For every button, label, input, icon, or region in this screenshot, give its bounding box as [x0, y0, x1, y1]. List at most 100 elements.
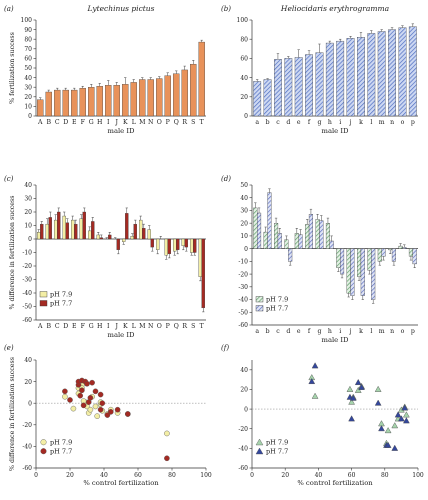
- legend-label: pH 7.9: [50, 439, 72, 447]
- y-tick-label: -20: [238, 271, 248, 278]
- bar: [181, 69, 188, 117]
- legend-label: pH 7.7: [266, 448, 288, 456]
- x-tick-label: G: [89, 119, 94, 126]
- legend-swatch: [39, 291, 48, 298]
- y-tick-label: 60: [240, 56, 248, 63]
- x-tick-label: i: [339, 119, 341, 126]
- bar: [139, 79, 146, 117]
- data-point: [403, 411, 410, 418]
- x-tick-label: C: [55, 323, 60, 330]
- legend-label: pH 7.9: [50, 291, 72, 299]
- y-tick-label: 30: [240, 208, 248, 215]
- bar: [142, 228, 146, 240]
- data-point: [308, 377, 316, 384]
- bar: [329, 240, 334, 249]
- bar: [122, 84, 129, 117]
- x-axis-label: male ID: [108, 331, 136, 339]
- x-tick-label: f: [308, 328, 311, 335]
- x-tick-label: R: [182, 323, 187, 330]
- x-tick-label: I: [107, 323, 110, 330]
- x-tick-label: 0: [34, 472, 38, 479]
- data-point: [87, 394, 94, 401]
- x-tick-label: 80: [381, 472, 389, 479]
- y-tick-label: 20: [24, 94, 32, 101]
- bar: [198, 41, 205, 117]
- x-tick-label: Q: [174, 323, 179, 330]
- y-tick-label: 0: [28, 236, 32, 243]
- x-tick-label: O: [157, 119, 162, 126]
- bar: [82, 211, 86, 240]
- panel-e: (e) -60 -40 -20 0 20 40 % difference in fertili…: [4, 344, 212, 487]
- bar: [340, 248, 345, 275]
- bar: [391, 248, 396, 262]
- y-tick-label: -40: [238, 446, 248, 453]
- bar: [113, 85, 120, 117]
- x-tick-label: d: [286, 328, 290, 335]
- legend-label: pH 7.7: [266, 305, 288, 313]
- bar: [357, 37, 365, 117]
- x-axis-label: male ID: [322, 336, 350, 344]
- bar: [388, 248, 393, 251]
- x-tick-label: B: [46, 119, 51, 126]
- x-tick-label: g: [317, 328, 321, 335]
- x-tick-label: p: [411, 119, 415, 126]
- bar: [173, 73, 180, 117]
- data-point: [114, 406, 121, 413]
- x-tick-label: H: [97, 119, 103, 126]
- y-tick-label: 20: [24, 209, 32, 216]
- bar: [88, 87, 95, 117]
- x-tick-label: 80: [168, 472, 176, 479]
- y-tick-label: 0: [244, 113, 248, 120]
- x-tick-label: L: [132, 119, 136, 126]
- y-tick-label: -20: [238, 426, 248, 433]
- bar: [398, 245, 403, 249]
- x-tick-label: 20: [281, 472, 289, 479]
- data-point: [403, 417, 410, 424]
- bar: [284, 239, 289, 249]
- x-tick-label: a: [255, 119, 259, 126]
- data-point: [311, 362, 319, 369]
- bar: [71, 219, 75, 240]
- bar: [346, 248, 351, 294]
- legend-label: pH 7.7: [50, 300, 72, 308]
- y-tick-label: 40: [240, 195, 248, 202]
- bar: [139, 219, 143, 240]
- x-tick-label: g: [317, 119, 321, 126]
- bar: [315, 52, 324, 117]
- y-tick-label: 40: [240, 75, 248, 82]
- bar: [325, 223, 330, 249]
- bar: [308, 214, 313, 249]
- bar: [350, 248, 355, 296]
- x-tick-label: 60: [348, 472, 356, 479]
- legend-swatch: [40, 448, 47, 455]
- y-tick-label: -20: [22, 263, 32, 270]
- legend-swatch: [39, 300, 48, 307]
- bar: [79, 218, 83, 240]
- bar: [54, 219, 58, 240]
- x-tick-label: 100: [200, 472, 212, 479]
- x-tick-label: e: [297, 328, 301, 335]
- data-point: [97, 406, 104, 413]
- bar: [367, 248, 372, 271]
- panel-c: (c) -60 -50 -40 -30 -20 -10 0 10 20 30 40 % differen…: [4, 175, 206, 339]
- bar: [346, 38, 355, 117]
- data-point: [348, 398, 355, 405]
- data-point: [349, 394, 357, 401]
- x-tick-label: c: [276, 328, 280, 335]
- x-tick-label: 60: [134, 472, 142, 479]
- y-tick-label: -10: [238, 259, 248, 266]
- bar: [267, 192, 272, 249]
- bar: [284, 58, 293, 117]
- y-tick-label: 0: [244, 246, 248, 253]
- bar: [150, 238, 154, 248]
- x-tick-label: S: [191, 119, 195, 126]
- y-tick-label: -20: [22, 422, 32, 429]
- y-tick-label: -40: [238, 297, 248, 304]
- x-tick-label: e: [297, 119, 301, 126]
- x-tick-label: b: [266, 328, 270, 335]
- x-tick-label: o: [401, 328, 405, 335]
- bar: [99, 237, 103, 240]
- y-tick-label: 20: [24, 379, 32, 386]
- data-point: [384, 441, 392, 448]
